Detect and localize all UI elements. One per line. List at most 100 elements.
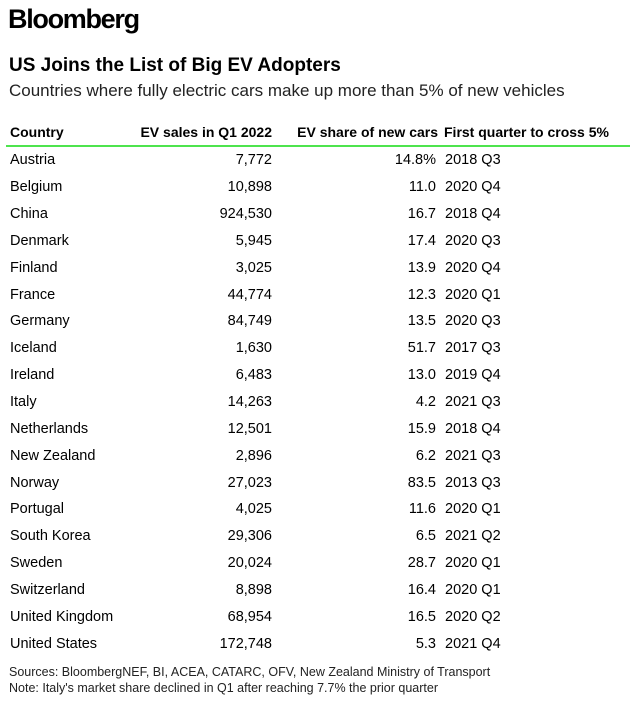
- table-row: Iceland 1,630 51.7 2017 Q3: [6, 335, 630, 362]
- cell-ev-share: 13.5: [407, 313, 436, 330]
- cell-ev-share: 6.5: [415, 528, 436, 545]
- cell-ev-sales: 14,263: [227, 394, 272, 411]
- brand-logo: Bloomberg: [8, 4, 140, 34]
- cell-ev-share: 11.0: [408, 179, 436, 196]
- cell-ev-sales: 44,774: [227, 286, 272, 303]
- cell-country: Netherlands: [10, 420, 89, 437]
- cell-country: Germany: [10, 313, 70, 330]
- chart-footnotes: Sources: BloombergNEF, BI, ACEA, CATARC,…: [9, 664, 490, 696]
- table-row: Portugal 4,025 11.6 2020 Q1: [6, 496, 630, 523]
- cell-country: Iceland: [10, 340, 57, 357]
- cell-ev-share: 4.2: [415, 394, 436, 411]
- cell-country: South Korea: [10, 528, 91, 545]
- cell-country: Austria: [10, 152, 56, 169]
- cell-ev-share: 83.5: [407, 474, 436, 491]
- cell-country: Portugal: [10, 501, 65, 518]
- cell-first-quarter: 2020 Q4: [445, 179, 501, 196]
- table-body: Austria 7,772 14.8% 2018 Q3 Belgium 10,898 11.…: [6, 146, 630, 657]
- italy-note: Note: Italy's market share declined in Q…: [9, 681, 438, 695]
- sources-note: Sources: BloombergNEF, BI, ACEA, CATARC,…: [9, 665, 491, 679]
- cell-ev-share: 16.5: [407, 608, 436, 625]
- cell-ev-sales: 84,749: [227, 313, 272, 330]
- cell-ev-share: 13.0: [407, 367, 436, 384]
- cell-ev-sales: 2,896: [235, 447, 272, 464]
- cell-country: Belgium: [10, 179, 63, 196]
- table-row: Netherlands 12,501 15.9 2018 Q4: [6, 415, 630, 442]
- table-row: South Korea 29,306 6.5 2021 Q2: [6, 523, 630, 550]
- cell-ev-sales: 27,023: [227, 474, 272, 491]
- cell-ev-share: 16.7: [407, 206, 436, 223]
- column-header-country: Country: [6, 118, 131, 147]
- table-row: France 44,774 12.3 2020 Q1: [6, 281, 630, 308]
- cell-ev-sales: 172,748: [219, 635, 272, 652]
- table-row: Ireland 6,483 13.0 2019 Q4: [6, 362, 630, 389]
- cell-ev-sales: 68,954: [227, 608, 272, 625]
- cell-ev-sales: 1,630: [235, 340, 272, 357]
- cell-country: United Kingdom: [10, 608, 114, 625]
- cell-country: New Zealand: [10, 447, 96, 464]
- cell-ev-share: 11.6: [408, 501, 436, 518]
- cell-ev-share: 51.7: [407, 340, 436, 357]
- cell-ev-sales: 7,772: [235, 152, 272, 169]
- cell-ev-sales: 4,025: [235, 501, 272, 518]
- cell-country: Sweden: [10, 555, 63, 572]
- cell-country: Italy: [10, 394, 37, 411]
- cell-ev-share: 5.3: [415, 635, 436, 652]
- column-header-ev-sales: EV sales in Q1 2022: [131, 118, 276, 147]
- table-header-row: Country EV sales in Q1 2022 EV share of …: [6, 118, 630, 147]
- cell-ev-sales: 10,898: [227, 179, 272, 196]
- cell-first-quarter: 2020 Q1: [445, 555, 501, 572]
- table-row: Sweden 20,024 28.7 2020 Q1: [6, 550, 630, 577]
- cell-first-quarter: 2019 Q4: [445, 367, 501, 384]
- cell-ev-share: 12.3: [407, 286, 436, 303]
- cell-first-quarter: 2020 Q2: [445, 608, 501, 625]
- cell-first-quarter: 2021 Q3: [445, 447, 501, 464]
- cell-country: Switzerland: [10, 581, 85, 598]
- cell-ev-sales: 20,024: [227, 555, 272, 572]
- cell-first-quarter: 2021 Q2: [445, 528, 501, 545]
- cell-ev-sales: 3,025: [235, 259, 272, 276]
- cell-first-quarter: 2020 Q3: [445, 313, 501, 330]
- cell-country: Norway: [10, 474, 60, 491]
- cell-first-quarter: 2021 Q3: [445, 394, 501, 411]
- cell-first-quarter: 2018 Q4: [445, 206, 501, 223]
- table-row: United States 172,748 5.3 2021 Q4: [6, 630, 630, 657]
- cell-country: China: [10, 206, 48, 223]
- cell-ev-sales: 5,945: [235, 232, 272, 249]
- cell-first-quarter: 2013 Q3: [445, 474, 501, 491]
- cell-ev-sales: 29,306: [227, 528, 272, 545]
- cell-ev-sales: 6,483: [235, 367, 272, 384]
- cell-ev-sales: 8,898: [235, 581, 272, 598]
- cell-ev-share: 13.9: [407, 259, 436, 276]
- cell-first-quarter: 2020 Q3: [445, 232, 501, 249]
- cell-first-quarter: 2021 Q4: [445, 635, 501, 652]
- cell-ev-share: 6.2: [415, 447, 436, 464]
- table-row: Italy 14,263 4.2 2021 Q3: [6, 389, 630, 416]
- table-row: Germany 84,749 13.5 2020 Q3: [6, 308, 630, 335]
- cell-first-quarter: 2020 Q4: [445, 259, 501, 276]
- cell-first-quarter: 2020 Q1: [445, 581, 501, 598]
- cell-ev-share: 16.4: [407, 581, 436, 598]
- cell-first-quarter: 2018 Q4: [445, 420, 501, 437]
- cell-first-quarter: 2020 Q1: [445, 286, 501, 303]
- table-row: Norway 27,023 83.5 2013 Q3: [6, 469, 630, 496]
- cell-country: Denmark: [10, 232, 69, 249]
- table-row: Denmark 5,945 17.4 2020 Q3: [6, 228, 630, 255]
- table-row: Finland 3,025 13.9 2020 Q4: [6, 254, 630, 281]
- table-row: Switzerland 8,898 16.4 2020 Q1: [6, 577, 630, 604]
- cell-country: Ireland: [10, 367, 55, 384]
- chart-title: US Joins the List of Big EV Adopters: [9, 55, 341, 76]
- cell-country: France: [10, 286, 56, 303]
- chart-subtitle: Countries where fully electric cars make…: [9, 81, 565, 100]
- cell-ev-share: 15.9: [407, 420, 436, 437]
- cell-ev-share: 17.4: [407, 232, 436, 249]
- column-header-first-quarter: First quarter to cross 5%: [440, 118, 630, 147]
- table-row: China 924,530 16.7 2018 Q4: [6, 201, 630, 228]
- cell-ev-sales: 924,530: [219, 206, 272, 223]
- cell-first-quarter: 2018 Q3: [445, 152, 501, 169]
- table-row: New Zealand 2,896 6.2 2021 Q3: [6, 442, 630, 469]
- cell-country: Finland: [10, 259, 58, 276]
- table-row: United Kingdom 68,954 16.5 2020 Q2: [6, 603, 630, 630]
- ev-adopters-table: Country EV sales in Q1 2022 EV share of …: [6, 118, 630, 657]
- cell-country: United States: [10, 635, 98, 652]
